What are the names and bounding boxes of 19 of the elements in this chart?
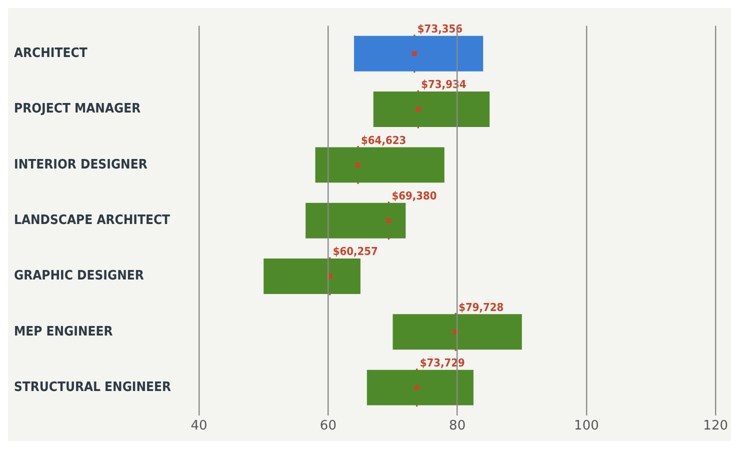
x-tick-label: 100 [574,418,599,434]
y-tick-label: MEP ENGINEER [14,324,113,340]
y-tick-label: LANDSCAPE ARCHITECT [14,212,170,228]
x-tick-label: 80 [449,418,466,434]
annotation: $73,934 [421,78,466,92]
annotation: $73,356 [417,22,463,36]
annotation: $69,380 [392,189,437,202]
annotation: $60,257 [332,245,378,258]
y-tick-label: STRUCTURAL ENGINEER [14,380,172,395]
annotation: $79,728 [458,300,504,314]
y-tick-label: GRAPHIC DESIGNER [14,268,144,284]
x-tick-label: 40 [190,418,208,434]
x-tick-label: 60 [320,418,336,434]
y-tick-label: PROJECT MANAGER [14,102,141,117]
y-tick-label: ARCHITECT [14,46,88,62]
annotation: $64,623 [361,134,406,147]
annotation: $73,729 [420,356,466,370]
x-tick-label: 120 [703,418,728,434]
y-tick-label: INTERIOR DESIGNER [14,157,148,172]
